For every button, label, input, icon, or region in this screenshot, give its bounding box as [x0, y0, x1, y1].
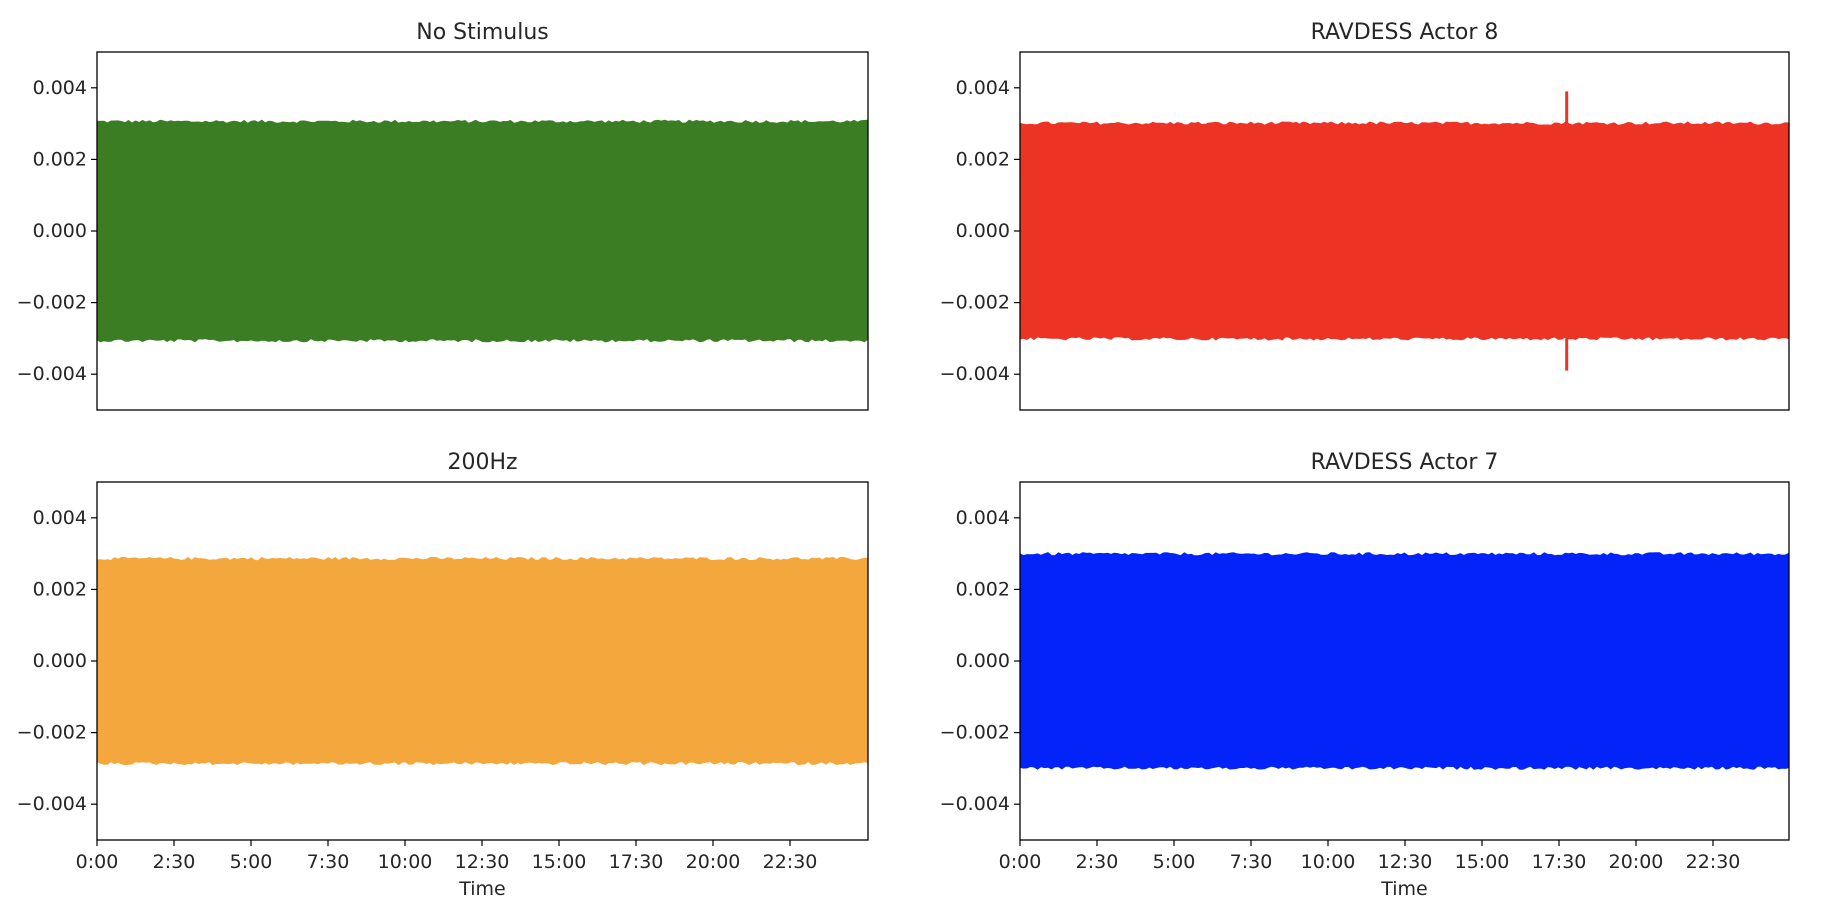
x-tick-label: 2:30	[153, 851, 196, 873]
subplot-title: RAVDESS Actor 8	[1311, 20, 1499, 45]
x-tick-label: 0:00	[76, 851, 119, 873]
x-axis-label: Time	[1380, 878, 1428, 900]
subplot-1: No Stimulus 0.004 0.002 0.000 −0.002 −0.004	[17, 20, 869, 411]
x-tick-label: 22:30	[763, 851, 818, 873]
subplot-title: 200Hz	[447, 450, 517, 475]
x-axis-label: Time	[458, 878, 506, 900]
waveform-band	[1019, 121, 1790, 341]
waveform-band	[96, 119, 869, 343]
x-tick-label: 10:00	[378, 851, 433, 873]
y-tick-label: −0.002	[17, 292, 87, 314]
y-tick-label: 0.004	[33, 77, 87, 99]
y-tick-label: −0.004	[940, 363, 1010, 385]
y-tick-label: −0.004	[940, 793, 1010, 815]
x-tick-label: 17:30	[1532, 851, 1587, 873]
x-tick-label: 12:30	[455, 851, 510, 873]
x-tick-label: 12:30	[1378, 851, 1433, 873]
subplot-title: RAVDESS Actor 7	[1311, 450, 1499, 475]
x-tick-label: 0:00	[999, 851, 1042, 873]
subplot-3: 200Hz 0.004 0.002 0.000 −0.002 −0.004 0:00 2:30…	[17, 450, 869, 900]
x-tick-label: 22:30	[1686, 851, 1741, 873]
y-tick-label: −0.004	[17, 793, 87, 815]
y-tick-label: 0.002	[956, 578, 1010, 600]
x-tick-label: 7:30	[307, 851, 350, 873]
x-tick-label: 20:00	[1609, 851, 1664, 873]
y-tick-label: 0.002	[956, 148, 1010, 170]
x-tick-label: 15:00	[532, 851, 587, 873]
x-tick-label: 20:00	[686, 851, 741, 873]
y-tick-label: −0.002	[940, 722, 1010, 744]
y-tick-label: 0.002	[33, 148, 87, 170]
subplot-title: No Stimulus	[416, 20, 549, 45]
y-tick-label: 0.000	[33, 650, 87, 672]
waveform-band	[1019, 552, 1790, 770]
subplot-4: RAVDESS Actor 7 0.004 0.002 0.000 −0.002 −0.0…	[940, 450, 1790, 900]
x-tick-label: 15:00	[1455, 851, 1510, 873]
y-tick-label: −0.004	[17, 363, 87, 385]
y-tick-label: −0.002	[940, 292, 1010, 314]
x-tick-label: 2:30	[1076, 851, 1119, 873]
y-tick-label: 0.004	[33, 507, 87, 529]
x-tick-label: 7:30	[1230, 851, 1273, 873]
y-tick-label: 0.004	[956, 77, 1010, 99]
x-tick-label: 17:30	[609, 851, 664, 873]
y-tick-label: 0.000	[33, 220, 87, 242]
y-tick-label: 0.002	[33, 578, 87, 600]
y-tick-label: 0.000	[956, 220, 1010, 242]
y-tick-label: 0.000	[956, 650, 1010, 672]
subplot-2: RAVDESS Actor 8 0.004 0.002 0.000 −0.002 −0.0…	[940, 20, 1790, 411]
y-tick-label: 0.004	[956, 507, 1010, 529]
x-tick-label: 5:00	[230, 851, 273, 873]
waveform-band	[96, 556, 869, 766]
x-tick-label: 10:00	[1301, 851, 1356, 873]
x-tick-label: 5:00	[1153, 851, 1196, 873]
y-tick-label: −0.002	[17, 722, 87, 744]
